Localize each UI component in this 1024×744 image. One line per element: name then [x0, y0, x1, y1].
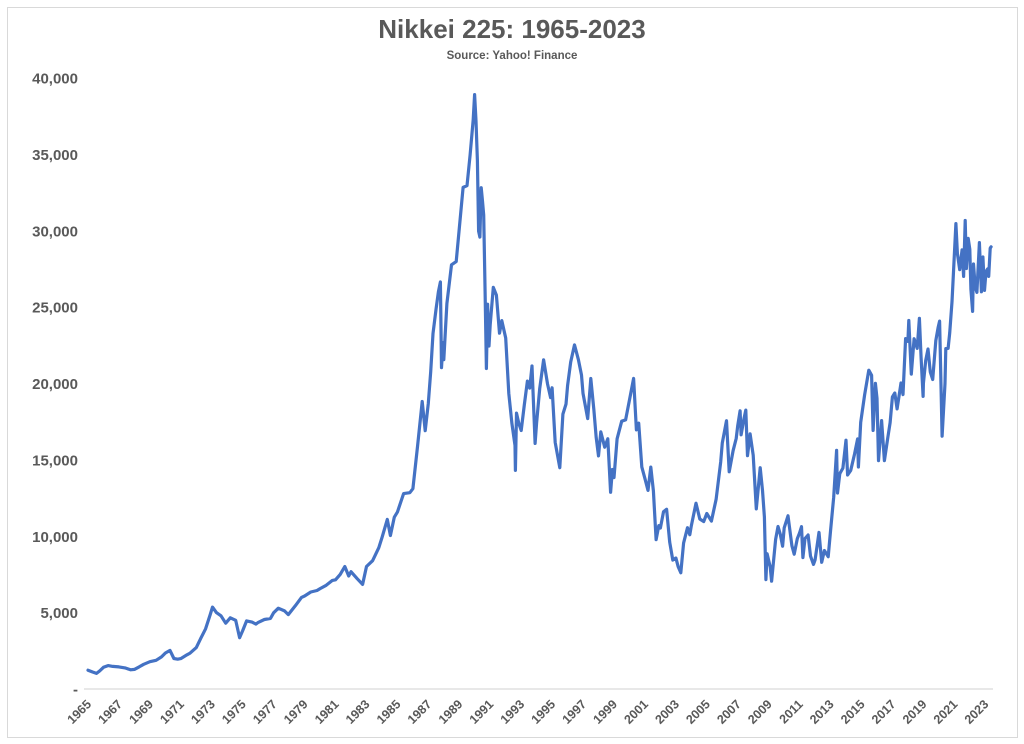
y-axis-tick-label: 15,000: [32, 452, 78, 469]
x-axis-tick-label: 2015: [838, 697, 868, 727]
x-axis-tick-label: 1991: [467, 697, 497, 727]
x-axis-tick-label: 1965: [65, 697, 95, 727]
x-axis-tick-label: 2017: [869, 697, 899, 727]
y-axis-tick-label: 35,000: [32, 147, 78, 164]
x-axis-tick-label: 1977: [250, 697, 280, 727]
x-axis-tick-label: 1993: [498, 697, 528, 727]
x-axis-tick-label: 1983: [343, 697, 373, 727]
x-axis-tick-label: 1985: [374, 697, 404, 727]
price-line-nikkei-225: [86, 92, 993, 676]
y-axis-tick-label: 30,000: [32, 223, 78, 240]
y-axis-tick-label: 10,000: [32, 529, 78, 546]
x-axis-tick-label: 1995: [529, 697, 559, 727]
x-axis-tick-label: 2001: [621, 697, 651, 727]
x-axis-tick-label: 1973: [188, 697, 218, 727]
x-axis-tick-label: 2021: [931, 697, 961, 727]
x-axis-tick-label: 1999: [591, 697, 621, 727]
x-axis-tick-label: 1989: [436, 697, 466, 727]
x-axis-tick-label: 2005: [683, 697, 713, 727]
chart-subtitle: Source: Yahoo! Finance: [446, 50, 578, 62]
x-axis-tick-label: 2013: [807, 697, 837, 727]
x-axis-tick-label: 1969: [126, 697, 156, 727]
x-axis-tick-label: 2023: [962, 697, 992, 727]
x-axis-tick-label: 1987: [405, 697, 435, 727]
y-axis-tick-label: 40,000: [32, 71, 78, 88]
y-axis-tick-label: 5,000: [40, 605, 78, 622]
x-axis-tick-label: 1971: [157, 697, 187, 727]
x-axis-tick-label: 1997: [560, 697, 590, 727]
chart-title: Nikkei 225: 1965-2023: [378, 14, 646, 44]
x-axis-tick-label: 1979: [281, 697, 311, 727]
chart-card: [7, 7, 1018, 738]
y-axis-tick-label: 20,000: [32, 376, 78, 393]
x-axis-tick-label: 2011: [777, 697, 806, 726]
x-axis-tick-label: 1981: [312, 697, 342, 727]
x-axis-tick-label: 2009: [745, 697, 775, 727]
x-axis-tick-label: 1967: [95, 697, 125, 727]
x-axis-tick-label: 2007: [714, 697, 744, 727]
x-axis-tick-label: 2019: [900, 697, 930, 727]
y-axis-tick-label: -: [73, 682, 78, 699]
x-axis-tick-label: 2003: [652, 697, 682, 727]
x-axis-tick-label: 1975: [219, 697, 249, 727]
y-axis-tick-label: 25,000: [32, 300, 78, 317]
